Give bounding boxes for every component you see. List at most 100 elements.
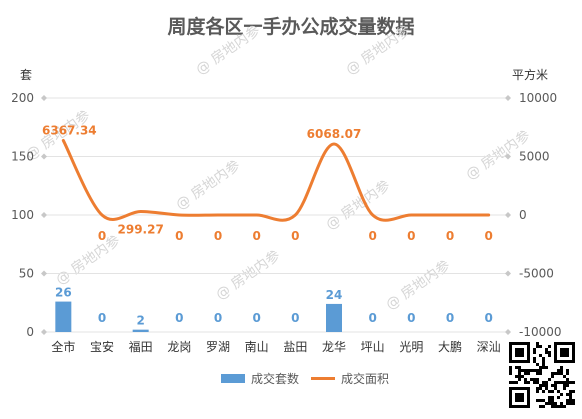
- left-axis-ticks: 0 50 100 150 200: [11, 91, 34, 339]
- bar-data-label: 0: [484, 311, 492, 325]
- qr-module: [539, 366, 542, 369]
- qr-module: [563, 387, 566, 390]
- left-tick-label: 150: [11, 150, 34, 164]
- qr-module: [557, 396, 560, 399]
- qr-module: [521, 375, 524, 378]
- qr-module: [572, 390, 575, 393]
- qr-module: [551, 396, 554, 399]
- qr-module: [548, 354, 551, 357]
- qr-module: [536, 342, 539, 345]
- qr-module: [560, 402, 563, 405]
- qr-module: [521, 369, 524, 372]
- left-tick-label: 50: [19, 267, 34, 281]
- qr-module: [533, 348, 536, 351]
- qr-module: [533, 378, 536, 381]
- qr-module: [557, 405, 560, 408]
- category-label: 大鹏: [438, 340, 462, 354]
- qr-module: [542, 357, 545, 360]
- bar-data-label: 0: [446, 311, 454, 325]
- qr-module: [509, 366, 512, 369]
- qr-module: [572, 399, 575, 402]
- qr-module: [566, 378, 569, 381]
- qr-module: [554, 384, 557, 387]
- category-label: 深汕: [477, 340, 501, 354]
- qr-module: [518, 378, 521, 381]
- qr-module: [542, 399, 545, 402]
- qr-module: [545, 402, 548, 405]
- qr-module: [518, 375, 521, 378]
- left-tick-label: 200: [11, 91, 34, 105]
- qr-module: [533, 369, 536, 372]
- qr-module: [539, 369, 542, 372]
- watermark-layer: @ 房地内参 @ 房地内参@ 房地内参@ 房地内参 @ 房地内参@ 房地内参@ 房地…: [23, 22, 534, 314]
- qr-module: [524, 378, 527, 381]
- qr-module: [542, 363, 545, 366]
- bar-data-label: 0: [368, 311, 376, 325]
- qr-module: [509, 369, 512, 372]
- line-data-label: 0: [446, 229, 454, 243]
- qr-module: [560, 369, 563, 372]
- bar: [326, 303, 342, 332]
- right-axis-marker: [505, 270, 511, 277]
- watermark-text: @ 房地内参: [53, 232, 124, 289]
- qr-module: [554, 387, 557, 390]
- qr-module: [515, 375, 518, 378]
- qr-module: [551, 375, 554, 378]
- qr-module: [566, 393, 569, 396]
- qr-module: [569, 396, 572, 399]
- qr-module: [518, 372, 521, 375]
- qr-module: [545, 384, 548, 387]
- qr-module: [560, 405, 563, 408]
- qr-module: [542, 384, 545, 387]
- category-label: 福田: [129, 339, 153, 354]
- qr-module: [533, 360, 536, 363]
- right-axis-unit: 平方米: [512, 67, 548, 82]
- qr-module: [557, 372, 560, 375]
- watermark-text: @ 房地内参: [383, 257, 454, 314]
- line-data-label: 299.27: [118, 222, 164, 236]
- qr-module: [509, 372, 512, 375]
- qr-module: [551, 372, 554, 375]
- category-label: 龙岗: [167, 340, 191, 354]
- qr-module: [548, 396, 551, 399]
- right-axis-marker: [505, 153, 511, 160]
- qr-module: [566, 399, 569, 402]
- line-data-label: 0: [252, 229, 260, 243]
- qr-module: [542, 366, 545, 369]
- qr-module: [536, 381, 539, 384]
- qr-module: [569, 381, 572, 384]
- qr-module: [545, 366, 548, 369]
- qr-module: [533, 357, 536, 360]
- qr-module: [536, 390, 539, 393]
- area-line: [61, 139, 491, 222]
- qr-module: [557, 381, 560, 384]
- category-label: 南山: [245, 339, 269, 354]
- qr-module: [542, 405, 545, 408]
- legend-line-label: 成交面积: [341, 371, 389, 386]
- qr-module: [551, 405, 554, 408]
- right-tick-label: 10000: [519, 91, 557, 105]
- qr-module: [545, 381, 548, 384]
- qr-module: [533, 381, 536, 384]
- line-data-label: 0: [291, 229, 299, 243]
- qr-module: [548, 399, 551, 402]
- qr-module: [545, 351, 548, 354]
- qr-module: [527, 372, 530, 375]
- qr-module: [518, 366, 521, 369]
- qr-module: [560, 372, 563, 375]
- qr-module: [524, 372, 527, 375]
- qr-module: [539, 372, 542, 375]
- watermark-text: @ 房地内参: [213, 247, 284, 304]
- line-data-label: 0: [98, 229, 106, 243]
- line-data-label: 0: [407, 229, 415, 243]
- qr-module: [515, 381, 518, 384]
- line-series: [61, 139, 491, 222]
- qr-module: [548, 351, 551, 354]
- qr-module: [536, 399, 539, 402]
- qr-module: [566, 369, 569, 372]
- qr-module: [551, 390, 554, 393]
- left-tick-label: 0: [26, 325, 34, 339]
- qr-module: [545, 387, 548, 390]
- qr-module: [548, 390, 551, 393]
